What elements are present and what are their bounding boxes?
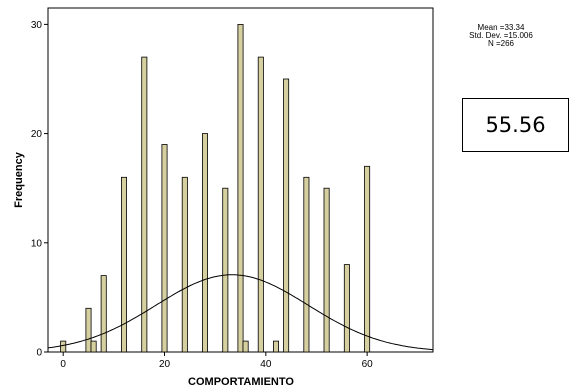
bar — [242, 340, 249, 353]
x-tick-label: 60 — [362, 359, 374, 370]
bar — [90, 340, 97, 353]
bar — [222, 187, 229, 353]
bar — [161, 144, 168, 353]
bar — [283, 78, 290, 353]
bar — [257, 56, 264, 353]
bar — [100, 275, 107, 353]
stat-n: N =266 — [488, 39, 515, 48]
y-axis-title: Frequency — [13, 151, 25, 208]
bar — [85, 307, 92, 353]
bar — [272, 340, 279, 353]
y-tick-label: 10 — [31, 238, 43, 249]
axis-ticks: 0 20 40 60 0 10 20 30 — [31, 20, 373, 370]
value-annotation-text: 55.56 — [485, 113, 546, 137]
x-tick-label: 20 — [159, 359, 171, 370]
bar — [201, 133, 208, 353]
x-axis-title: COMPORTAMIENTO — [188, 376, 294, 388]
bar — [303, 176, 310, 353]
y-tick-label: 0 — [36, 348, 42, 359]
value-annotation-box: 55.56 — [462, 98, 569, 152]
stat-std-dev: Std. Dev. =15.006 — [469, 31, 533, 40]
bar-group — [60, 23, 371, 353]
stat-mean: Mean =33.34 — [478, 23, 525, 32]
bar — [323, 187, 330, 353]
normal-curve — [47, 274, 434, 351]
bar — [343, 264, 350, 353]
y-tick-label: 30 — [31, 20, 43, 31]
bar — [121, 176, 128, 353]
bar — [237, 23, 244, 353]
y-tick-label: 20 — [31, 129, 43, 140]
x-tick-label: 0 — [60, 359, 66, 370]
bar — [181, 176, 188, 353]
bar — [60, 340, 67, 353]
x-tick-label: 40 — [260, 359, 272, 370]
bar — [364, 165, 371, 353]
bar — [141, 56, 148, 353]
